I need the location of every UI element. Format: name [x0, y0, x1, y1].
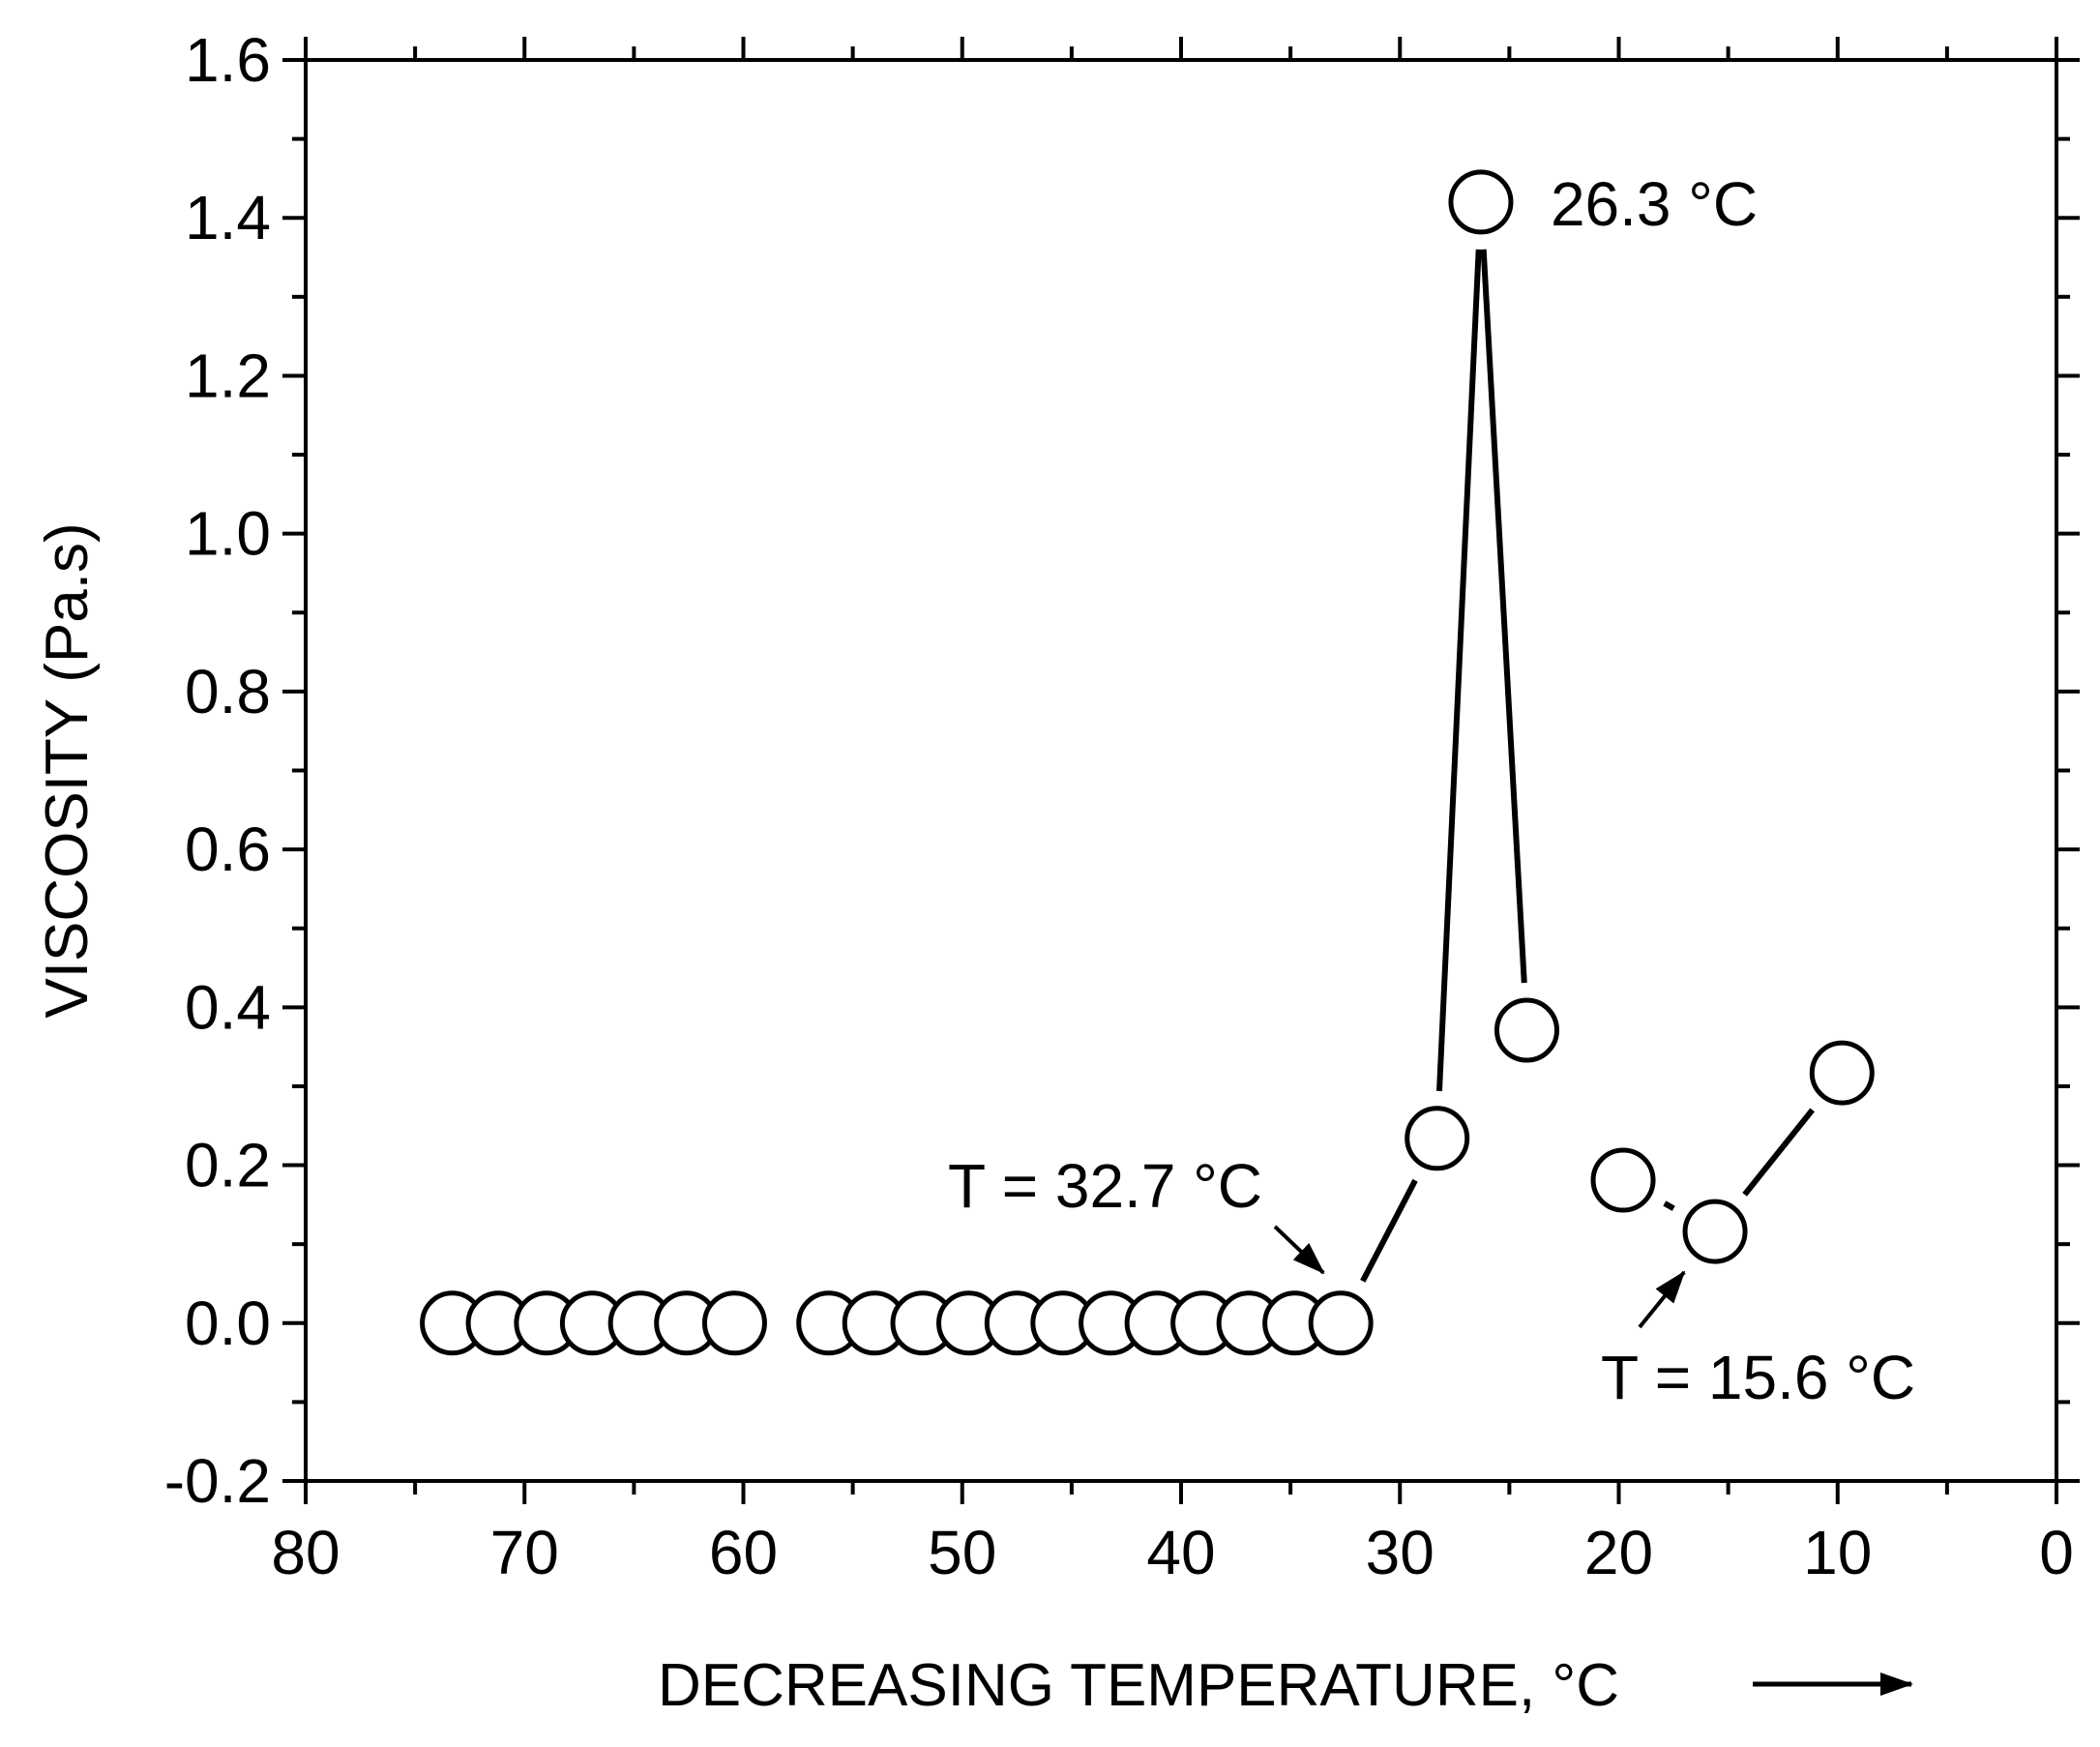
y-tick-label: -0.2 — [164, 1446, 271, 1516]
data-point — [1448, 169, 1514, 235]
x-tick-label: 0 — [2039, 1518, 2074, 1587]
y-tick-label: 1.6 — [185, 25, 271, 95]
y-axis-title: VISCOSITY (Pa.s) — [34, 522, 101, 1018]
data-point — [1809, 1040, 1875, 1106]
data-point — [1308, 1290, 1374, 1356]
x-tick-label: 50 — [928, 1518, 996, 1587]
data-point — [1405, 1106, 1470, 1171]
x-tick-label: 60 — [709, 1518, 778, 1587]
series-line-segment — [1663, 1200, 1675, 1211]
x-tick-label: 20 — [1584, 1518, 1653, 1587]
data-point — [1682, 1199, 1748, 1264]
x-tick-label: 30 — [1366, 1518, 1435, 1587]
annotation-onset-arrow — [1273, 1225, 1325, 1275]
data-point — [1494, 997, 1559, 1063]
x-axis-title: DECREASING TEMPERATURE, °C — [658, 1652, 1619, 1719]
series-line-segment — [1480, 249, 1527, 984]
data-point — [701, 1290, 767, 1356]
y-tick-label: 0.4 — [185, 972, 271, 1042]
y-tick-label: 1.0 — [185, 499, 271, 569]
data-point — [1590, 1147, 1656, 1213]
series-line-segment — [1360, 1178, 1418, 1283]
x-tick-label: 80 — [271, 1518, 340, 1587]
y-tick-label: 0.0 — [185, 1288, 271, 1358]
x-tick-label: 10 — [1803, 1518, 1872, 1587]
y-tick-label: 1.2 — [185, 341, 271, 410]
annotation-min: T = 15.6 °C — [1601, 1343, 1915, 1412]
series-line-segment — [1436, 249, 1482, 1092]
y-tick-label: 0.8 — [185, 657, 271, 726]
annotation-min-arrow — [1638, 1270, 1686, 1329]
y-tick-label: 0.2 — [185, 1131, 271, 1200]
x-tick-label: 70 — [490, 1518, 559, 1587]
x-tick-label: 40 — [1146, 1518, 1215, 1587]
y-tick-label: 1.4 — [185, 183, 271, 252]
y-tick-label: 0.6 — [185, 814, 271, 884]
annotation-onset: T = 32.7 °C — [948, 1151, 1262, 1221]
plot-frame — [304, 58, 2058, 1483]
series-line-segment — [1742, 1108, 1816, 1197]
annotation-peak: 26.3 °C — [1551, 169, 1758, 239]
